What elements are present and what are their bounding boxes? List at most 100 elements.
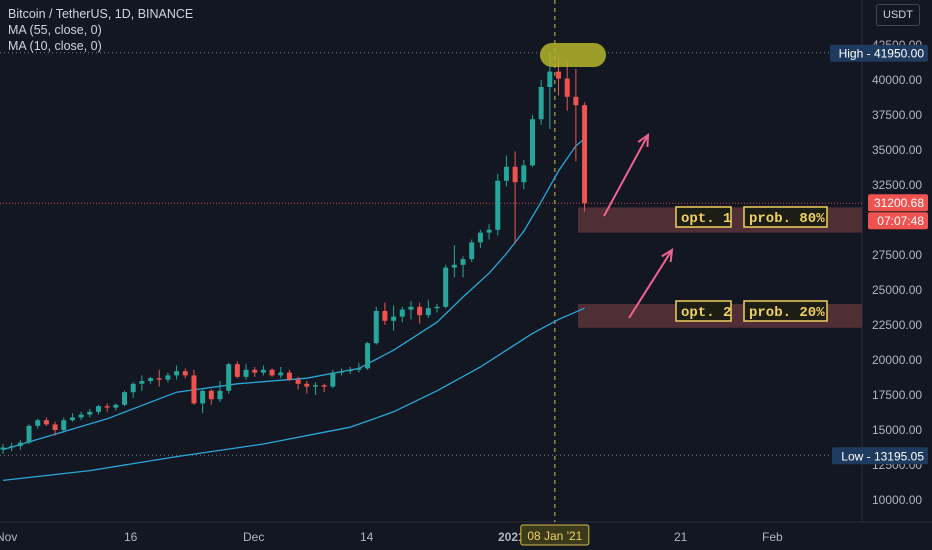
candle	[69, 413, 75, 422]
candle	[191, 369, 197, 405]
candle-body	[443, 267, 449, 307]
candle-body	[9, 446, 15, 448]
candle-body	[556, 71, 562, 79]
candle	[269, 368, 275, 377]
candle-body	[95, 406, 101, 412]
candle-body	[52, 424, 58, 430]
zone1-prob-label-box	[743, 206, 828, 228]
price-tick-label: 22500.00	[872, 318, 922, 332]
candle-body	[139, 381, 145, 384]
candle-body	[451, 264, 457, 268]
crosshair-date-label: 08 Jan '21	[527, 529, 582, 543]
candle-body	[312, 385, 318, 387]
low-price-badge-bg	[832, 447, 928, 465]
countdown-badge-bg	[868, 212, 928, 230]
price-tick-label: 15000.00	[872, 423, 922, 437]
candle	[104, 403, 110, 412]
candle-body	[61, 420, 67, 430]
high-highlight-marker	[540, 43, 606, 67]
candle-body	[425, 308, 431, 316]
ma10-indicator-label[interactable]: MA (10, close, 0)	[8, 39, 102, 53]
candle	[286, 369, 292, 381]
candle	[529, 115, 535, 167]
zone1-opt-label: opt. 1	[681, 211, 731, 227]
candle-body	[564, 78, 570, 97]
time-tick-label: 16	[124, 530, 138, 544]
candle-body	[234, 364, 240, 377]
candle	[521, 159, 527, 190]
candle-body	[408, 306, 414, 310]
candle	[26, 424, 32, 444]
low-price-badge: Low - 13195.05	[841, 449, 924, 463]
candle	[208, 389, 214, 405]
candle-body	[460, 259, 466, 265]
candle-body	[35, 420, 41, 426]
candle-body	[113, 404, 119, 408]
candle-body	[43, 420, 49, 425]
candle-body	[278, 372, 284, 376]
candle	[365, 341, 371, 370]
candle-body	[547, 71, 553, 87]
candle	[122, 390, 128, 407]
candle	[564, 60, 570, 111]
candle	[538, 80, 544, 125]
candle-body	[382, 311, 388, 321]
time-tick-label: Dec	[243, 530, 264, 544]
candle	[243, 364, 249, 380]
candle	[434, 304, 440, 313]
ma55-indicator-label[interactable]: MA (55, close, 0)	[8, 23, 102, 37]
candle	[503, 155, 509, 187]
time-tick-label: 2021	[498, 530, 525, 544]
candle	[165, 372, 171, 383]
price-tick-label: 27500.00	[872, 248, 922, 262]
candle-body	[295, 379, 301, 384]
candle	[469, 239, 475, 262]
candle	[347, 367, 353, 374]
candle-body	[469, 242, 475, 260]
currency-button[interactable]: USDT	[876, 4, 920, 26]
candle	[35, 418, 41, 429]
time-tick-label: 21	[674, 530, 688, 544]
high-price-badge-bg	[830, 44, 928, 62]
candle-body	[17, 442, 23, 447]
candle-body	[304, 383, 310, 387]
candle-body	[477, 232, 483, 243]
candle-body	[356, 368, 362, 370]
candle	[61, 417, 67, 433]
candle-body	[226, 364, 232, 391]
symbol-title[interactable]: Bitcoin / TetherUS, 1D, BINANCE	[8, 7, 194, 21]
candle-body	[208, 390, 214, 400]
candle	[295, 376, 301, 390]
candle	[512, 151, 518, 244]
price-tick-label: 10000.00	[872, 493, 922, 507]
high-price-badge: High - 41950.00	[839, 47, 925, 61]
candle	[330, 369, 336, 388]
zone2-opt-label: opt. 2	[681, 305, 731, 321]
candle	[321, 383, 327, 393]
ma55-line	[2, 307, 585, 482]
arrow-up-1-head	[637, 132, 650, 148]
candle	[373, 306, 379, 345]
candle	[17, 439, 23, 450]
candle-body	[174, 371, 180, 376]
candle-body	[373, 311, 379, 344]
arrow-up-2-head	[661, 248, 674, 263]
candle-body	[529, 119, 535, 166]
candle-body	[286, 372, 292, 380]
time-tick-label: Nov	[0, 530, 17, 544]
candle-body	[321, 385, 327, 387]
candle	[130, 382, 136, 398]
candle	[495, 173, 501, 236]
candle	[582, 102, 588, 212]
candle-body	[78, 414, 84, 418]
candle	[113, 403, 119, 411]
candle	[200, 389, 206, 414]
candle	[382, 302, 388, 325]
chart-legend: Bitcoin / TetherUS, 1D, BINANCE MA (55, …	[8, 6, 193, 54]
price-tick-label: 37500.00	[872, 108, 922, 122]
candle-body	[69, 417, 75, 421]
price-tick-label: 40000.00	[872, 73, 922, 87]
price-tick-label: 17500.00	[872, 388, 922, 402]
